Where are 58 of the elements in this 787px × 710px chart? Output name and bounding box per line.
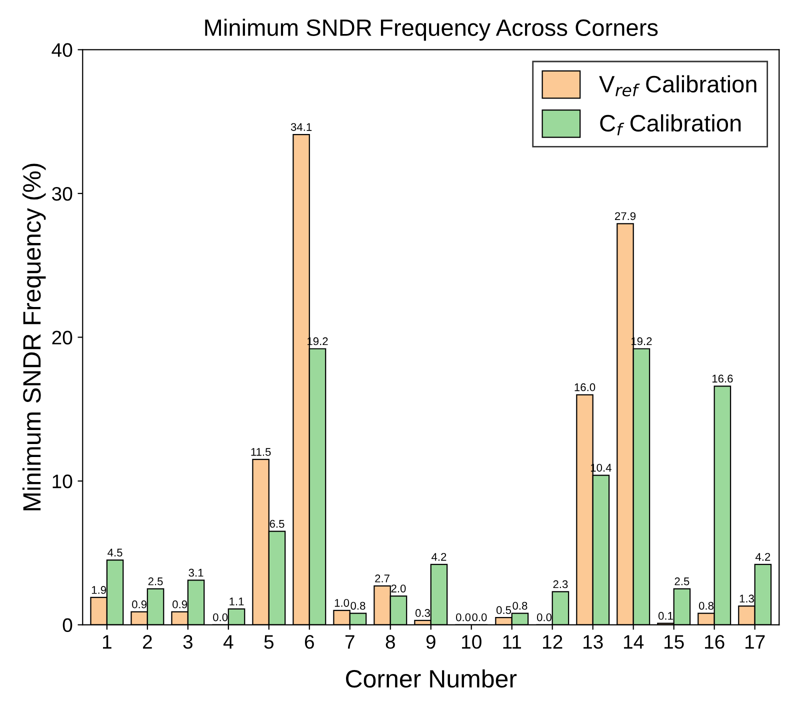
x-tick-label: 7 [345,635,354,649]
x-tick-label: 6 [304,635,314,649]
y-tick-label: 40 [52,43,72,57]
data-label: 0.1 [658,612,673,620]
data-label: 1.0 [334,598,350,607]
data-label: 0.3 [415,609,430,617]
data-label: 0.0 [213,613,228,622]
data-label: 0.0 [456,613,471,622]
data-label: 0.8 [698,602,714,610]
x-tick-label: 4 [223,635,234,649]
x-tick-label: 10 [462,635,482,649]
x-axis-title: Corner Number [346,669,517,688]
data-label: 16.0 [574,383,596,392]
x-tick-label: 17 [746,635,765,649]
data-label: 0.5 [496,606,512,614]
data-label: 0.8 [512,602,528,610]
x-tick-label: 2 [142,635,152,649]
data-label: 0.9 [172,600,188,608]
data-label: 2.7 [375,574,390,582]
legend-label: V$_{ref}$ Calibration [599,75,756,96]
data-label: 1.9 [92,586,106,594]
data-label: 0.0 [536,613,552,622]
x-tick-label: 14 [624,635,644,649]
x-tick-label: 8 [386,635,395,649]
data-label: 6.5 [270,520,284,528]
data-label: 1.3 [740,594,754,603]
y-tick-label: 20 [52,330,72,344]
x-tick-label: 16 [705,635,724,649]
data-label: 4.2 [432,552,446,561]
x-tick-label: 13 [584,635,603,649]
data-label: 0.9 [132,600,147,608]
x-tick-label: 12 [543,635,562,649]
x-tick-label: 1 [103,635,112,649]
data-label: 16.6 [712,374,733,383]
x-tick-label: 9 [426,635,436,649]
data-label: 2.0 [391,584,406,592]
data-label: 0.8 [350,602,366,610]
data-label: 4.2 [755,552,770,561]
legend-label: C$_{f}$ Calibration [600,114,741,136]
y-tick-label: 10 [52,474,72,488]
chart-title: Minimum SNDR Frequency Across Corners [205,18,658,41]
data-label: 3.1 [188,568,204,577]
data-label: 4.5 [108,548,122,557]
x-tick-label: 5 [264,635,274,649]
x-tick-label: 11 [503,635,522,649]
y-tick-label: 30 [52,186,72,201]
data-label: 2.5 [148,577,163,586]
data-label: 2.5 [674,577,690,586]
data-label: 27.9 [615,212,636,220]
data-label: 34.1 [290,123,312,131]
x-tick-label: 15 [664,635,684,649]
data-label: 2.3 [553,580,568,588]
data-label: 11.5 [251,448,271,456]
data-label: 0.0 [472,613,487,622]
data-label: 1.1 [230,598,244,606]
x-tick-label: 3 [183,635,192,649]
y-tick-label: 0 [62,618,72,632]
y-axis-title: Minimum SNDR Frequency (%) [22,164,46,510]
